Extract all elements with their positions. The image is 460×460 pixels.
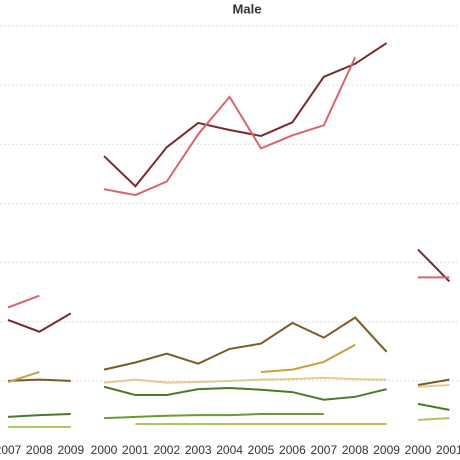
x-tick-label: 2001 [436, 443, 460, 457]
x-tick-label: 2004 [216, 443, 243, 457]
x-tick-label: 2009 [373, 443, 400, 457]
series-line [103, 376, 387, 384]
series-line [7, 412, 71, 418]
series-line [103, 316, 388, 371]
x-tick-label: 2008 [342, 443, 369, 457]
series-line [103, 56, 357, 197]
series-line [417, 248, 451, 283]
x-tick-label: 2007 [0, 443, 22, 457]
series-line [7, 294, 40, 309]
series-line [103, 42, 388, 188]
series-line [7, 371, 40, 383]
x-tick-label: 2003 [185, 443, 212, 457]
chart-title: Male [233, 1, 262, 16]
x-tick-label: 2009 [57, 443, 84, 457]
series-line [417, 378, 450, 386]
x-tick-label: 2007 [310, 443, 337, 457]
x-tick-label: 2000 [91, 443, 118, 457]
series-line [417, 383, 450, 388]
series-line [260, 343, 356, 373]
series-line [7, 378, 71, 382]
x-tick-label: 2006 [279, 443, 306, 457]
series-line [103, 412, 324, 420]
series-line [417, 417, 450, 421]
x-tick-label: 2008 [26, 443, 53, 457]
x-tick-label: 2005 [248, 443, 275, 457]
x-tick-label: 2001 [122, 443, 149, 457]
series-line [7, 312, 72, 333]
series-line [417, 402, 450, 411]
series-line [103, 385, 387, 401]
x-tick-label: 2000 [405, 443, 432, 457]
x-tick-label: 2002 [153, 443, 180, 457]
